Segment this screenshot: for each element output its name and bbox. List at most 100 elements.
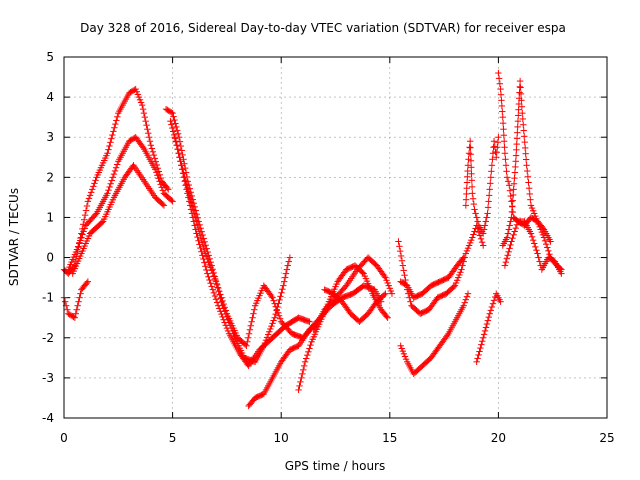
data-point <box>459 255 466 263</box>
data-point <box>138 101 146 109</box>
data-point <box>471 228 478 235</box>
data-point <box>396 243 403 250</box>
data-point <box>513 146 520 154</box>
data-point <box>515 106 522 113</box>
data-point <box>515 112 522 119</box>
data-point <box>196 228 203 235</box>
data-point <box>79 231 86 238</box>
data-point <box>151 155 159 162</box>
data-point <box>402 355 410 363</box>
data-point <box>109 131 116 139</box>
data-point <box>517 84 524 91</box>
data-point <box>395 238 402 245</box>
data-point <box>462 296 470 303</box>
data-point <box>473 358 480 366</box>
data-point <box>212 296 220 303</box>
data-point <box>386 285 393 292</box>
data-point <box>482 218 490 225</box>
data-point <box>483 320 491 328</box>
data-point <box>471 206 478 213</box>
data-point <box>282 270 290 277</box>
data-point <box>495 134 502 141</box>
data-point <box>281 274 289 281</box>
data-point <box>464 167 471 175</box>
data-point <box>525 185 533 192</box>
data-point <box>466 239 474 247</box>
x-tick-labels: 0 5 10 15 20 25 <box>60 431 614 445</box>
data-point <box>558 270 565 277</box>
data-point <box>300 362 308 370</box>
data-point <box>181 160 188 167</box>
data-point <box>301 358 309 366</box>
data-point <box>456 271 463 279</box>
data-point <box>220 300 227 308</box>
data-point <box>307 341 314 349</box>
x-tick-label: 0 <box>60 431 68 445</box>
data-point <box>485 192 493 199</box>
data-point <box>484 210 491 217</box>
data-point <box>74 243 82 250</box>
data-point <box>169 124 176 132</box>
data-point <box>111 167 119 175</box>
data-points <box>60 69 565 410</box>
data-point <box>533 215 540 222</box>
data-point <box>487 180 494 187</box>
data-point <box>401 272 408 279</box>
data-point <box>179 166 186 173</box>
data-point <box>305 348 312 356</box>
data-point <box>245 330 253 337</box>
data-point <box>247 322 254 329</box>
data-point <box>521 138 528 146</box>
data-point <box>490 138 498 145</box>
data-point <box>481 222 489 229</box>
data-point <box>170 128 177 135</box>
data-point <box>545 247 552 255</box>
data-point <box>519 115 526 123</box>
data-point <box>544 244 551 251</box>
data-point <box>204 255 211 263</box>
data-point <box>484 317 492 324</box>
data-point <box>278 289 285 296</box>
data-point <box>475 351 482 359</box>
data-point <box>533 247 540 254</box>
data-point <box>218 310 225 318</box>
data-point <box>459 262 466 269</box>
data-point <box>383 313 390 320</box>
data-point <box>174 130 182 137</box>
data-point <box>519 109 526 117</box>
data-point <box>203 253 210 260</box>
data-point <box>187 195 194 203</box>
data-point <box>168 109 175 116</box>
data-point <box>169 198 176 205</box>
data-point <box>171 134 178 141</box>
data-point <box>534 250 541 257</box>
data-point <box>541 237 549 245</box>
data-point <box>90 183 97 190</box>
data-point <box>503 174 511 181</box>
data-point <box>463 247 471 255</box>
data-point <box>145 130 152 137</box>
data-point <box>106 183 113 191</box>
data-point <box>479 230 487 237</box>
data-point <box>494 144 501 151</box>
data-point <box>295 386 302 394</box>
data-point <box>494 139 502 146</box>
data-point <box>84 198 92 205</box>
data-point <box>518 97 525 104</box>
data-point <box>209 286 216 293</box>
data-point <box>158 184 165 191</box>
data-point <box>140 109 148 117</box>
data-point <box>81 225 88 232</box>
data-point <box>460 302 467 309</box>
data-point <box>536 258 543 265</box>
data-point <box>508 238 515 245</box>
data-point <box>147 142 155 149</box>
data-point <box>276 315 284 322</box>
data-point <box>506 222 513 229</box>
data-point <box>61 298 69 305</box>
data-point <box>542 240 550 248</box>
data-point <box>507 218 514 225</box>
data-point <box>486 310 493 317</box>
data-point <box>506 245 513 252</box>
data-point <box>486 186 493 193</box>
